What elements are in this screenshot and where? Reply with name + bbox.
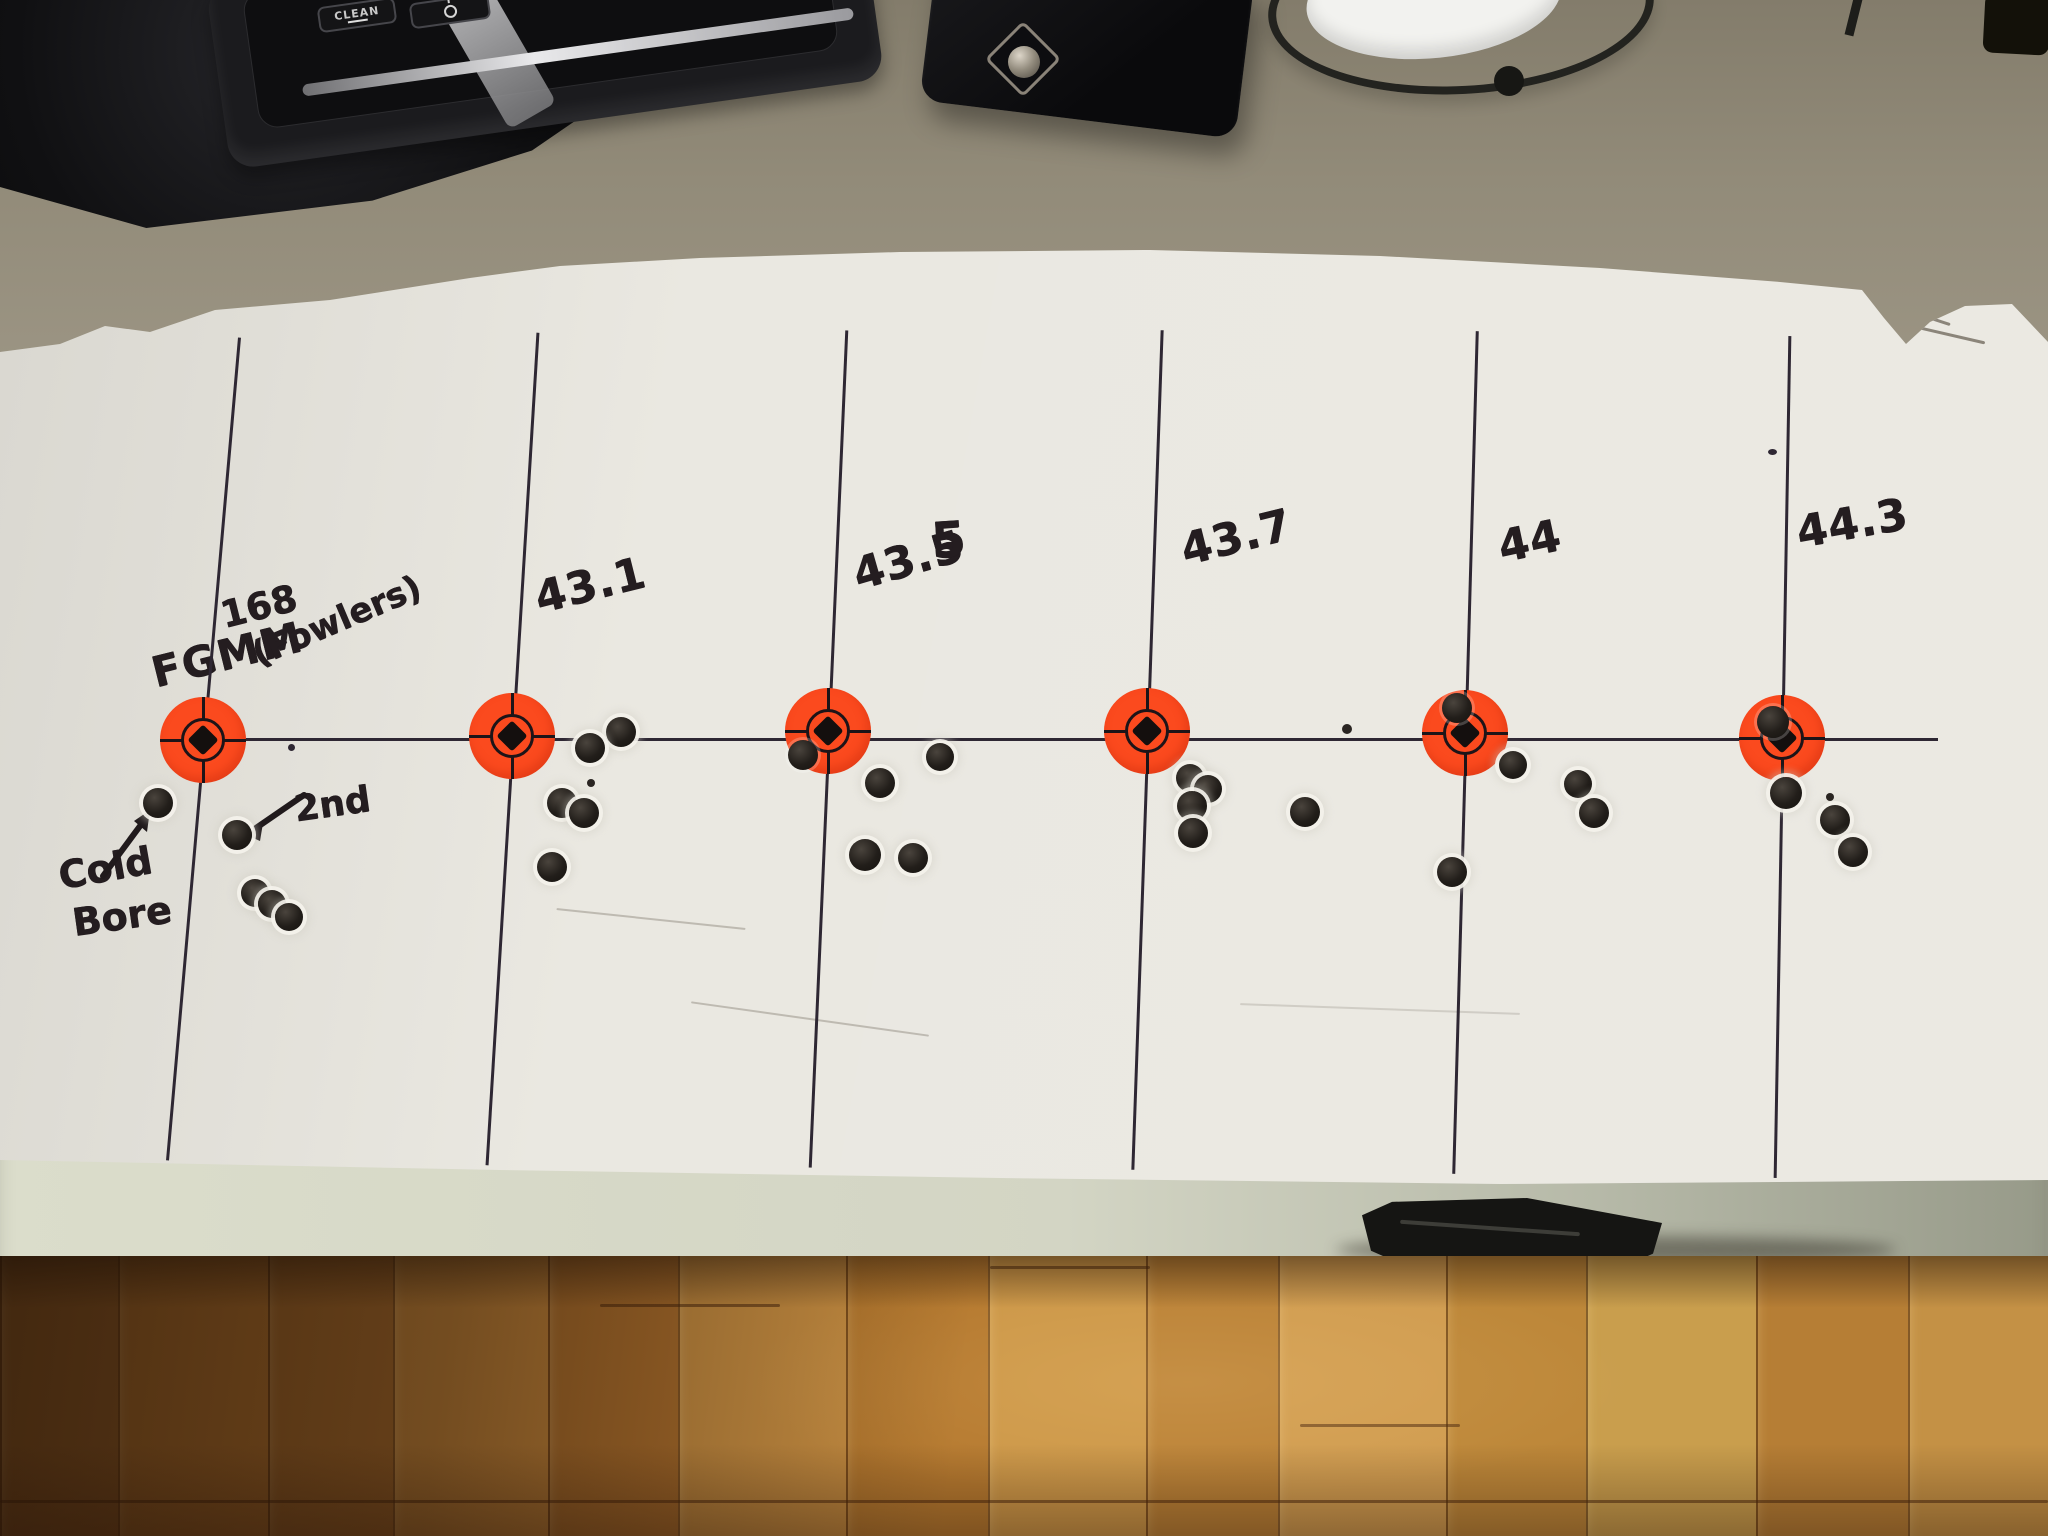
target-sticker bbox=[1739, 695, 1825, 781]
wood-floor bbox=[0, 1256, 2048, 1536]
bullet-hole bbox=[575, 733, 605, 763]
bullet-hole bbox=[1177, 791, 1207, 821]
bullet-hole bbox=[1826, 793, 1834, 801]
bullet-hole bbox=[1838, 837, 1868, 867]
bullet-hole bbox=[1499, 751, 1527, 779]
grid-horizontal-line bbox=[200, 738, 1938, 741]
bullet-hole bbox=[1757, 706, 1789, 738]
pouch-snap-button bbox=[1008, 46, 1040, 78]
target-sticker bbox=[469, 693, 555, 779]
bullet-hole bbox=[1564, 770, 1592, 798]
bullet-hole bbox=[1437, 857, 1467, 887]
wire-stand-foot bbox=[1494, 66, 1524, 96]
bullet-hole bbox=[587, 779, 595, 787]
bullet-hole bbox=[606, 717, 636, 747]
bullet-hole bbox=[537, 852, 567, 882]
bullet-hole bbox=[1770, 777, 1802, 809]
bullet-hole bbox=[569, 798, 599, 828]
dark-corner-object bbox=[1982, 0, 2048, 56]
bullet-hole bbox=[1178, 818, 1208, 848]
power-icon bbox=[442, 0, 458, 19]
bullet-hole bbox=[143, 788, 173, 818]
bullet-hole bbox=[788, 740, 818, 770]
bullet-hole bbox=[1820, 805, 1850, 835]
bullet-hole bbox=[849, 839, 881, 871]
floor-bottom-shadow bbox=[0, 1444, 2048, 1536]
target-sticker bbox=[1104, 688, 1190, 774]
bullet-hole bbox=[1342, 724, 1352, 734]
bullet-hole bbox=[1290, 797, 1320, 827]
bullet-hole bbox=[926, 743, 954, 771]
bullet-hole bbox=[222, 820, 252, 850]
bullet-hole bbox=[865, 768, 895, 798]
bullet-hole bbox=[1442, 693, 1472, 723]
bullet-hole bbox=[898, 843, 928, 873]
overwritten-digit: 5 bbox=[929, 510, 969, 571]
floor-left-shadow bbox=[0, 1256, 2048, 1536]
line-tick bbox=[288, 744, 295, 751]
line-tick bbox=[1768, 449, 1777, 455]
bullet-hole bbox=[1579, 798, 1609, 828]
target-sticker bbox=[160, 697, 246, 783]
bullet-hole bbox=[275, 903, 303, 931]
